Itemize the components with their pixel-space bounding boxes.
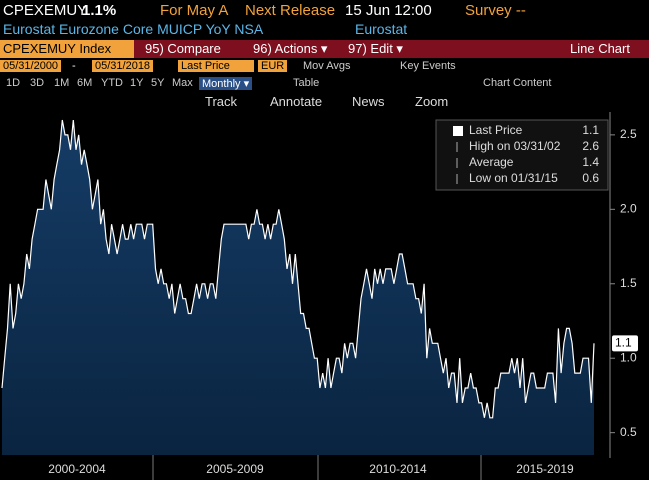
legend-swatch [453,126,463,136]
last-value-box [612,335,638,352]
next-release: 15 Jun 12:00 [345,2,432,19]
legend-box [435,119,609,191]
last-value: 1.1% [82,2,117,19]
actions-button[interactable]: 96) Actions ▾ [253,41,328,56]
ticker: CPEXEMUY [3,2,88,19]
tool-button[interactable]: News [352,94,385,109]
tool-button[interactable]: Track [205,94,238,109]
currency[interactable]: EUR [258,60,288,72]
toolbar [0,40,649,58]
x-period-label: 2005-2009 [206,462,264,476]
y-tick-label: 1.5 [620,276,637,290]
period-button[interactable]: 5Y [151,77,165,89]
table-button[interactable]: Table [293,77,320,89]
tool-button[interactable]: Annotate [270,94,323,109]
dash: - [72,60,76,72]
x-period-label: 2015-2019 [516,462,574,476]
y-tick-label: 2.5 [620,127,637,141]
edit-button[interactable]: 97) Edit ▾ [348,41,403,56]
legend-value: 1.1 [582,123,599,137]
source: Eurostat [355,21,408,37]
key-events[interactable]: Key Events [400,60,456,72]
x-period-label: 2000-2004 [48,462,106,476]
field[interactable]: Last Price [178,60,254,72]
legend-value: 2.6 [582,139,599,153]
compare-button[interactable]: 95) Compare [145,41,221,56]
survey: Survey -- [465,2,526,19]
chart-content[interactable]: Chart Content [483,77,552,89]
y-tick-label: 0.5 [620,425,637,439]
period-button[interactable]: 3D [30,77,45,89]
legend-name: Last Price [469,123,523,137]
end-date[interactable]: 05/31/2018 [92,60,154,72]
legend-value: 0.6 [582,171,599,185]
period: For May A [160,2,229,19]
description: Eurostat Eurozone Core MUICP YoY NSA [3,21,264,37]
period-button[interactable]: 1M [54,77,70,89]
period-button[interactable]: 1Y [130,77,144,89]
period-button[interactable]: YTD [101,77,123,89]
y-tick-label: 1.0 [620,350,637,364]
view-label: Line Chart [570,41,630,56]
last-value-label: 1.1 [615,335,632,349]
mov-avgs[interactable]: Mov Avgs [303,60,351,72]
period-button[interactable]: Max [172,77,193,89]
tool-button[interactable]: Zoom [415,94,449,109]
legend-name: Low on 01/31/15 [469,171,558,185]
start-date[interactable]: 05/31/2000 [0,60,62,72]
y-tick-label: 2.0 [620,201,637,215]
next-release-label: Next Release [245,2,336,19]
period-button[interactable]: 6M [77,77,93,89]
x-period-label: 2010-2014 [369,462,427,476]
legend-value: 1.4 [582,155,599,169]
legend-name: Average [469,155,514,169]
legend-name: High on 03/31/02 [469,139,561,153]
security[interactable]: CPEXEMUY Index [0,40,134,58]
line [1,119,595,419]
frequency[interactable]: Monthly ▾ [199,77,253,90]
period-button[interactable]: 1D [6,77,21,89]
